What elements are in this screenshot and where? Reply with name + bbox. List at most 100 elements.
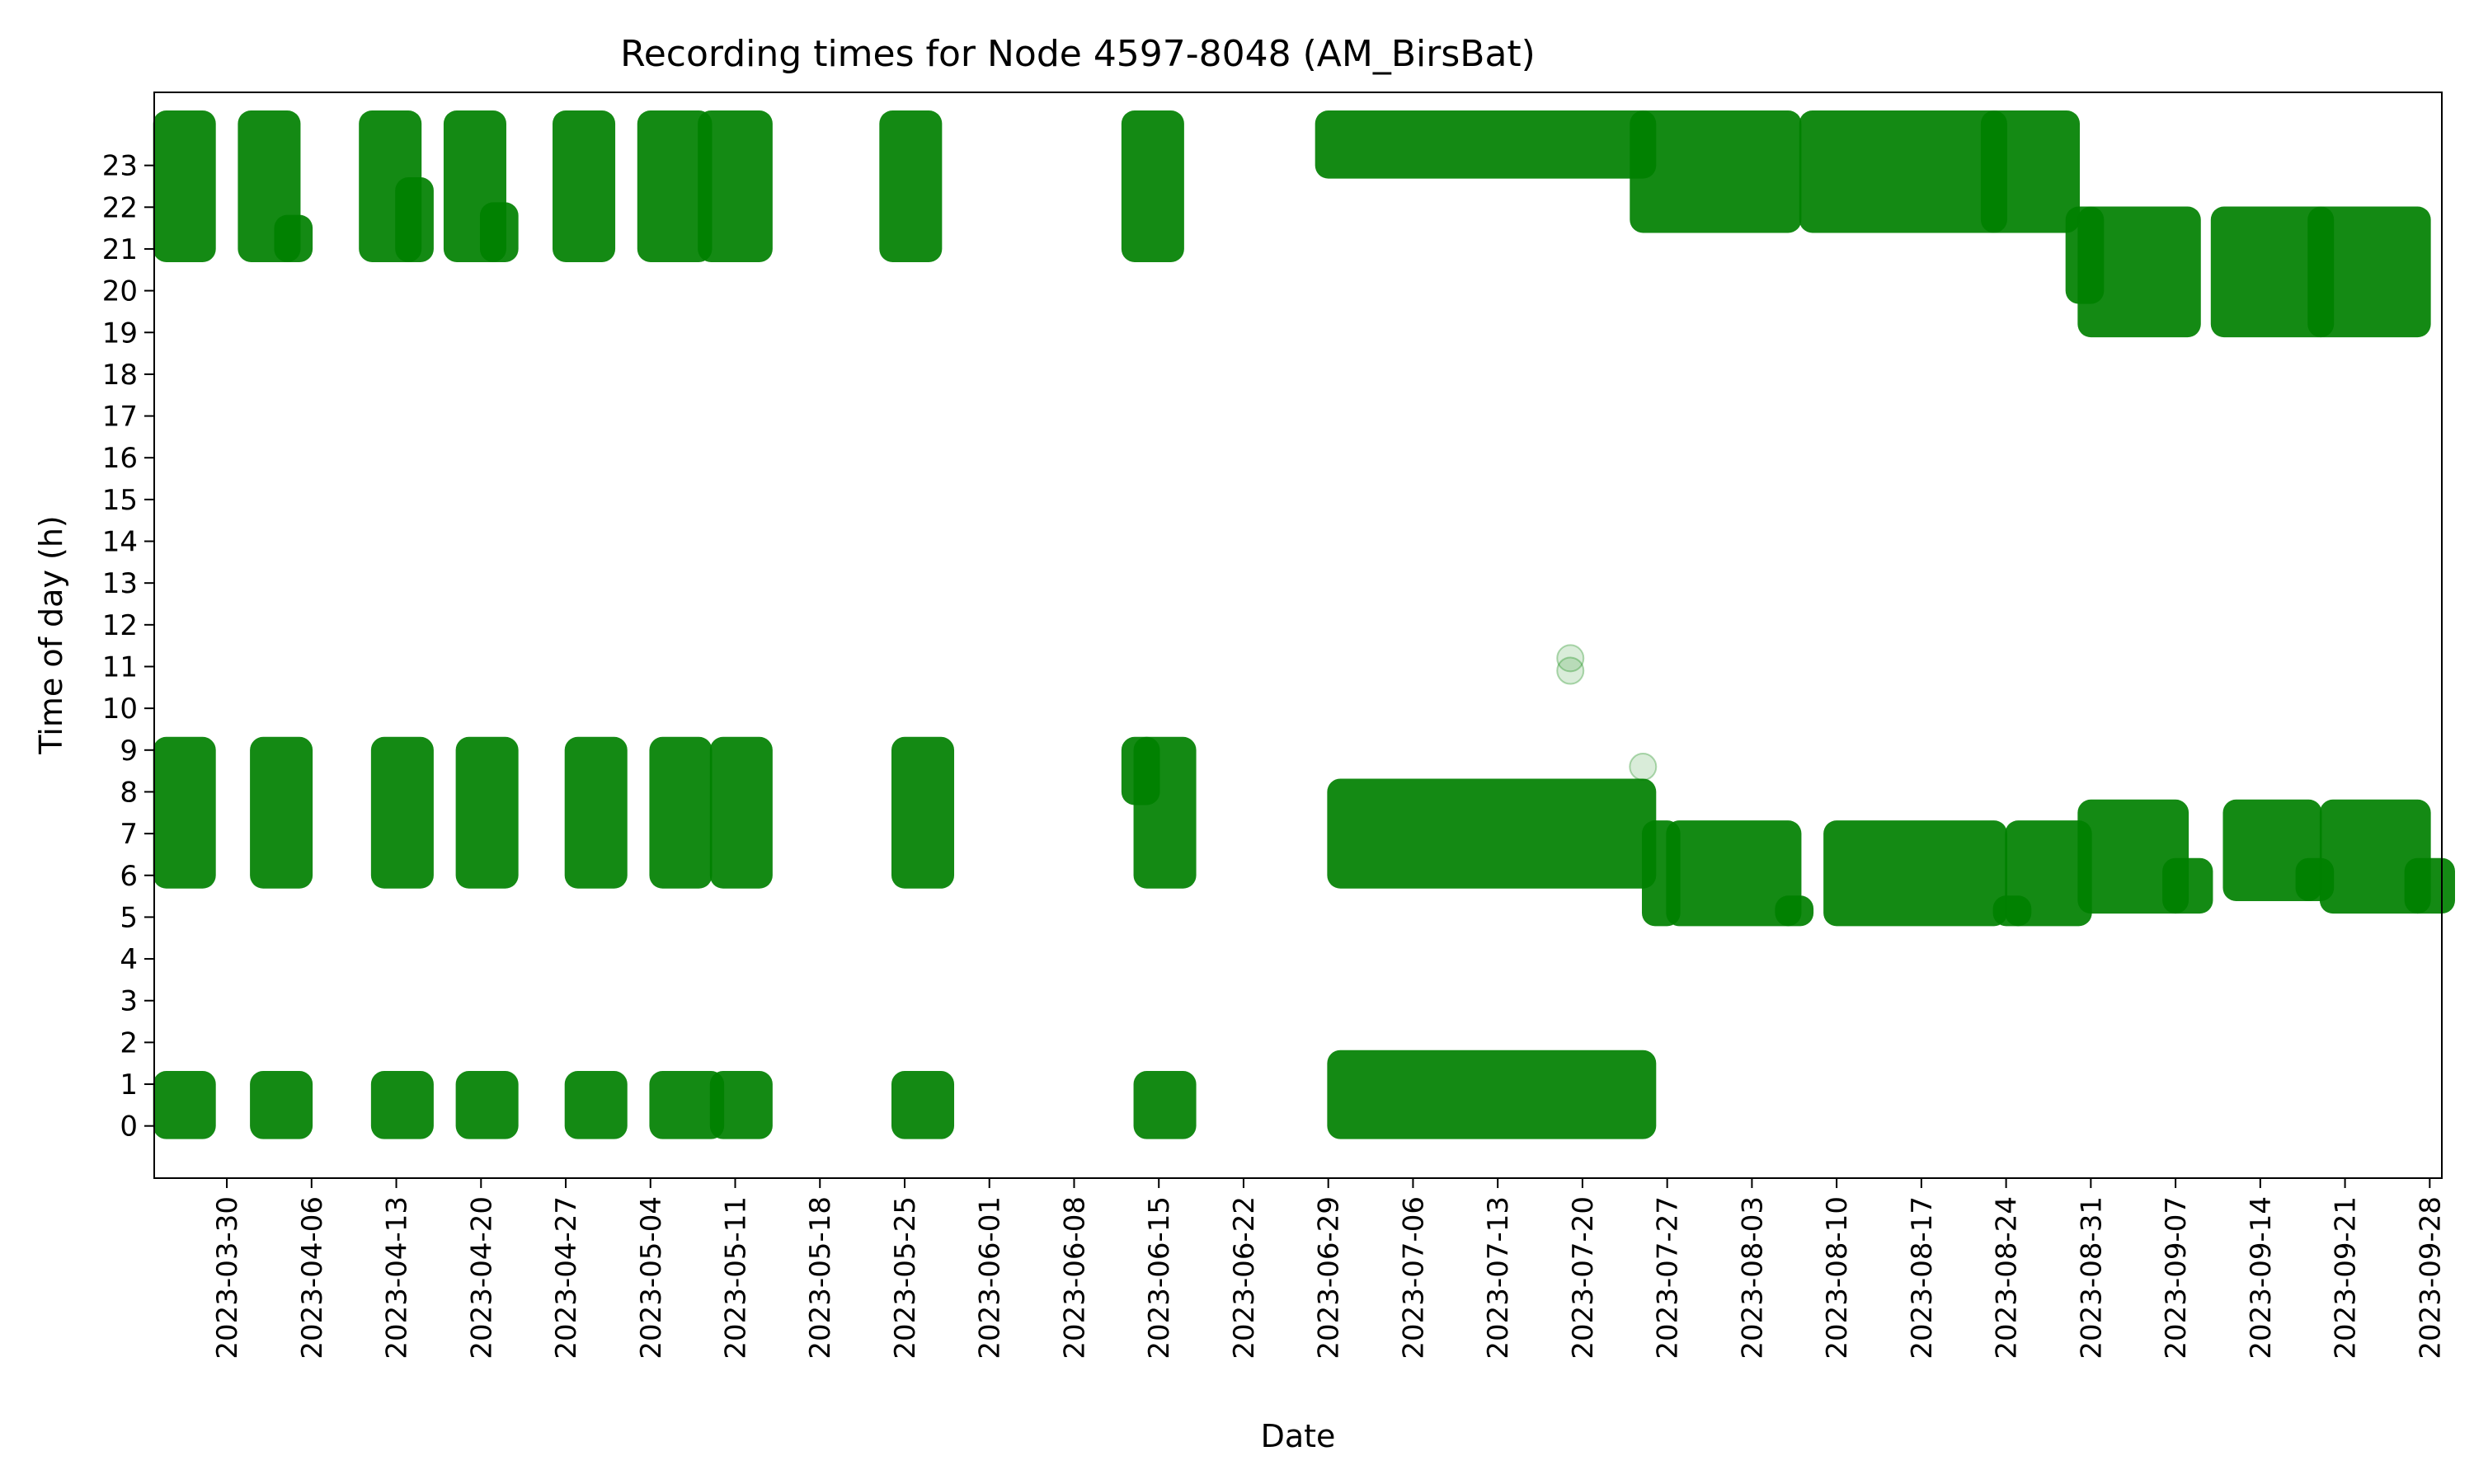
- x-tick-label-10: 2023-06-08: [1058, 1196, 1091, 1360]
- x-tick-label-23: 2023-09-07: [2160, 1196, 2193, 1360]
- recording-block-27: [1121, 110, 1184, 262]
- recording-block-1: [153, 736, 216, 889]
- isolated-point-2: [1629, 753, 1658, 782]
- recording-block-52: [2404, 857, 2455, 914]
- y-tick-label-17: 17: [102, 401, 138, 434]
- recording-block-22: [709, 736, 773, 889]
- y-tick-label-18: 18: [102, 359, 138, 392]
- x-tick-label-15: 2023-07-13: [1482, 1196, 1515, 1360]
- y-tick-label-19: 19: [102, 317, 138, 350]
- x-tick-label-5: 2023-05-04: [635, 1196, 668, 1360]
- y-tick-label-7: 7: [120, 818, 138, 851]
- recording-block-23: [709, 1071, 773, 1139]
- y-tick-label-6: 6: [120, 860, 138, 893]
- y-tick-label-21: 21: [102, 233, 138, 266]
- recording-block-12: [479, 202, 519, 262]
- recording-block-39: [1980, 110, 2081, 233]
- y-tick-label-3: 3: [120, 985, 138, 1018]
- recording-block-0: [153, 110, 216, 262]
- recording-block-45: [2077, 799, 2189, 914]
- recording-block-47: [2210, 206, 2335, 338]
- x-tick-label-3: 2023-04-20: [465, 1196, 498, 1360]
- recording-block-6: [250, 1071, 313, 1139]
- recording-block-2: [153, 1071, 216, 1139]
- x-tick-label-7: 2023-05-18: [804, 1196, 837, 1360]
- recording-block-35: [1666, 820, 1802, 927]
- recording-block-19: [649, 736, 713, 889]
- y-axis-label: Time of day (h): [33, 515, 69, 755]
- y-tick-label-10: 10: [102, 693, 138, 726]
- y-tick-label-9: 9: [120, 735, 138, 768]
- recording-block-30: [1133, 1071, 1197, 1139]
- recording-block-21: [698, 110, 773, 262]
- x-tick-label-25: 2023-09-21: [2330, 1196, 2363, 1360]
- y-tick-label-16: 16: [102, 442, 138, 475]
- x-tick-label-21: 2023-08-24: [1991, 1196, 2024, 1360]
- recording-block-16: [564, 736, 628, 889]
- recording-block-44: [2077, 206, 2201, 338]
- y-tick-label-11: 11: [102, 650, 138, 683]
- x-tick-label-9: 2023-06-01: [974, 1196, 1007, 1360]
- x-tick-label-26: 2023-09-28: [2414, 1196, 2447, 1360]
- recording-block-40: [1823, 820, 2007, 927]
- x-axis-ticks: 2023-03-30 2023-04-06 2023-04-13 2023-04-20…: [211, 1178, 2447, 1360]
- recording-block-14: [455, 1071, 519, 1139]
- y-tick-label-20: 20: [102, 275, 138, 308]
- recording-block-42: [2005, 820, 2092, 927]
- x-tick-label-12: 2023-06-22: [1228, 1196, 1261, 1360]
- y-tick-label-5: 5: [120, 901, 138, 934]
- y-tick-label-13: 13: [102, 567, 138, 600]
- x-tick-label-4: 2023-04-27: [550, 1196, 583, 1360]
- x-tick-label-8: 2023-05-25: [889, 1196, 922, 1360]
- x-tick-label-22: 2023-08-31: [2075, 1196, 2108, 1360]
- recording-block-33: [1327, 778, 1657, 889]
- recording-block-17: [564, 1071, 628, 1139]
- plot-frame: [153, 92, 2443, 1179]
- recording-block-46: [2162, 857, 2213, 914]
- y-tick-label-8: 8: [120, 776, 138, 809]
- recording-block-24: [879, 110, 943, 262]
- recording-block-9: [370, 736, 434, 889]
- recording-block-8: [395, 177, 434, 262]
- recording-block-37: [1327, 1050, 1657, 1139]
- recording-block-50: [2307, 206, 2431, 338]
- recording-block-38: [1799, 110, 2007, 233]
- recording-block-20: [649, 1071, 725, 1139]
- recording-block-25: [891, 736, 955, 889]
- x-tick-label-6: 2023-05-11: [720, 1196, 753, 1360]
- x-tick-label-1: 2023-04-06: [296, 1196, 329, 1360]
- y-tick-label-14: 14: [102, 526, 138, 559]
- recording-block-31: [1315, 110, 1657, 179]
- y-tick-label-12: 12: [102, 609, 138, 642]
- recording-block-26: [891, 1071, 955, 1139]
- y-tick-label-22: 22: [102, 191, 138, 224]
- x-tick-label-16: 2023-07-20: [1567, 1196, 1600, 1360]
- plot-marks: [153, 110, 2455, 1139]
- x-axis-label: Date: [1261, 1418, 1336, 1454]
- y-tick-label-2: 2: [120, 1026, 138, 1059]
- recording-block-32: [1630, 110, 1802, 233]
- x-tick-label-18: 2023-08-03: [1736, 1196, 1769, 1360]
- recording-block-18: [637, 110, 713, 262]
- y-tick-label-1: 1: [120, 1068, 138, 1101]
- isolated-point-0: [1556, 644, 1585, 673]
- recording-block-4: [274, 214, 313, 262]
- x-tick-label-17: 2023-07-27: [1652, 1196, 1685, 1360]
- recording-block-15: [553, 110, 616, 262]
- isolated-point-1: [1556, 656, 1585, 685]
- recording-block-29: [1133, 736, 1197, 889]
- chart-title: Recording times for Node 4597-8048 (AM_B…: [620, 33, 1536, 75]
- x-tick-label-20: 2023-08-17: [1906, 1196, 1939, 1360]
- recording-block-36: [1775, 895, 1814, 927]
- x-tick-label-13: 2023-06-29: [1313, 1196, 1346, 1360]
- x-tick-label-19: 2023-08-10: [1821, 1196, 1854, 1360]
- x-tick-label-24: 2023-09-14: [2245, 1196, 2278, 1360]
- x-tick-label-2: 2023-04-13: [381, 1196, 414, 1360]
- x-tick-label-14: 2023-07-06: [1397, 1196, 1430, 1360]
- recording-block-10: [370, 1071, 434, 1139]
- y-tick-label-4: 4: [120, 943, 138, 976]
- x-tick-label-0: 2023-03-30: [211, 1196, 244, 1360]
- recording-block-51: [2319, 799, 2431, 914]
